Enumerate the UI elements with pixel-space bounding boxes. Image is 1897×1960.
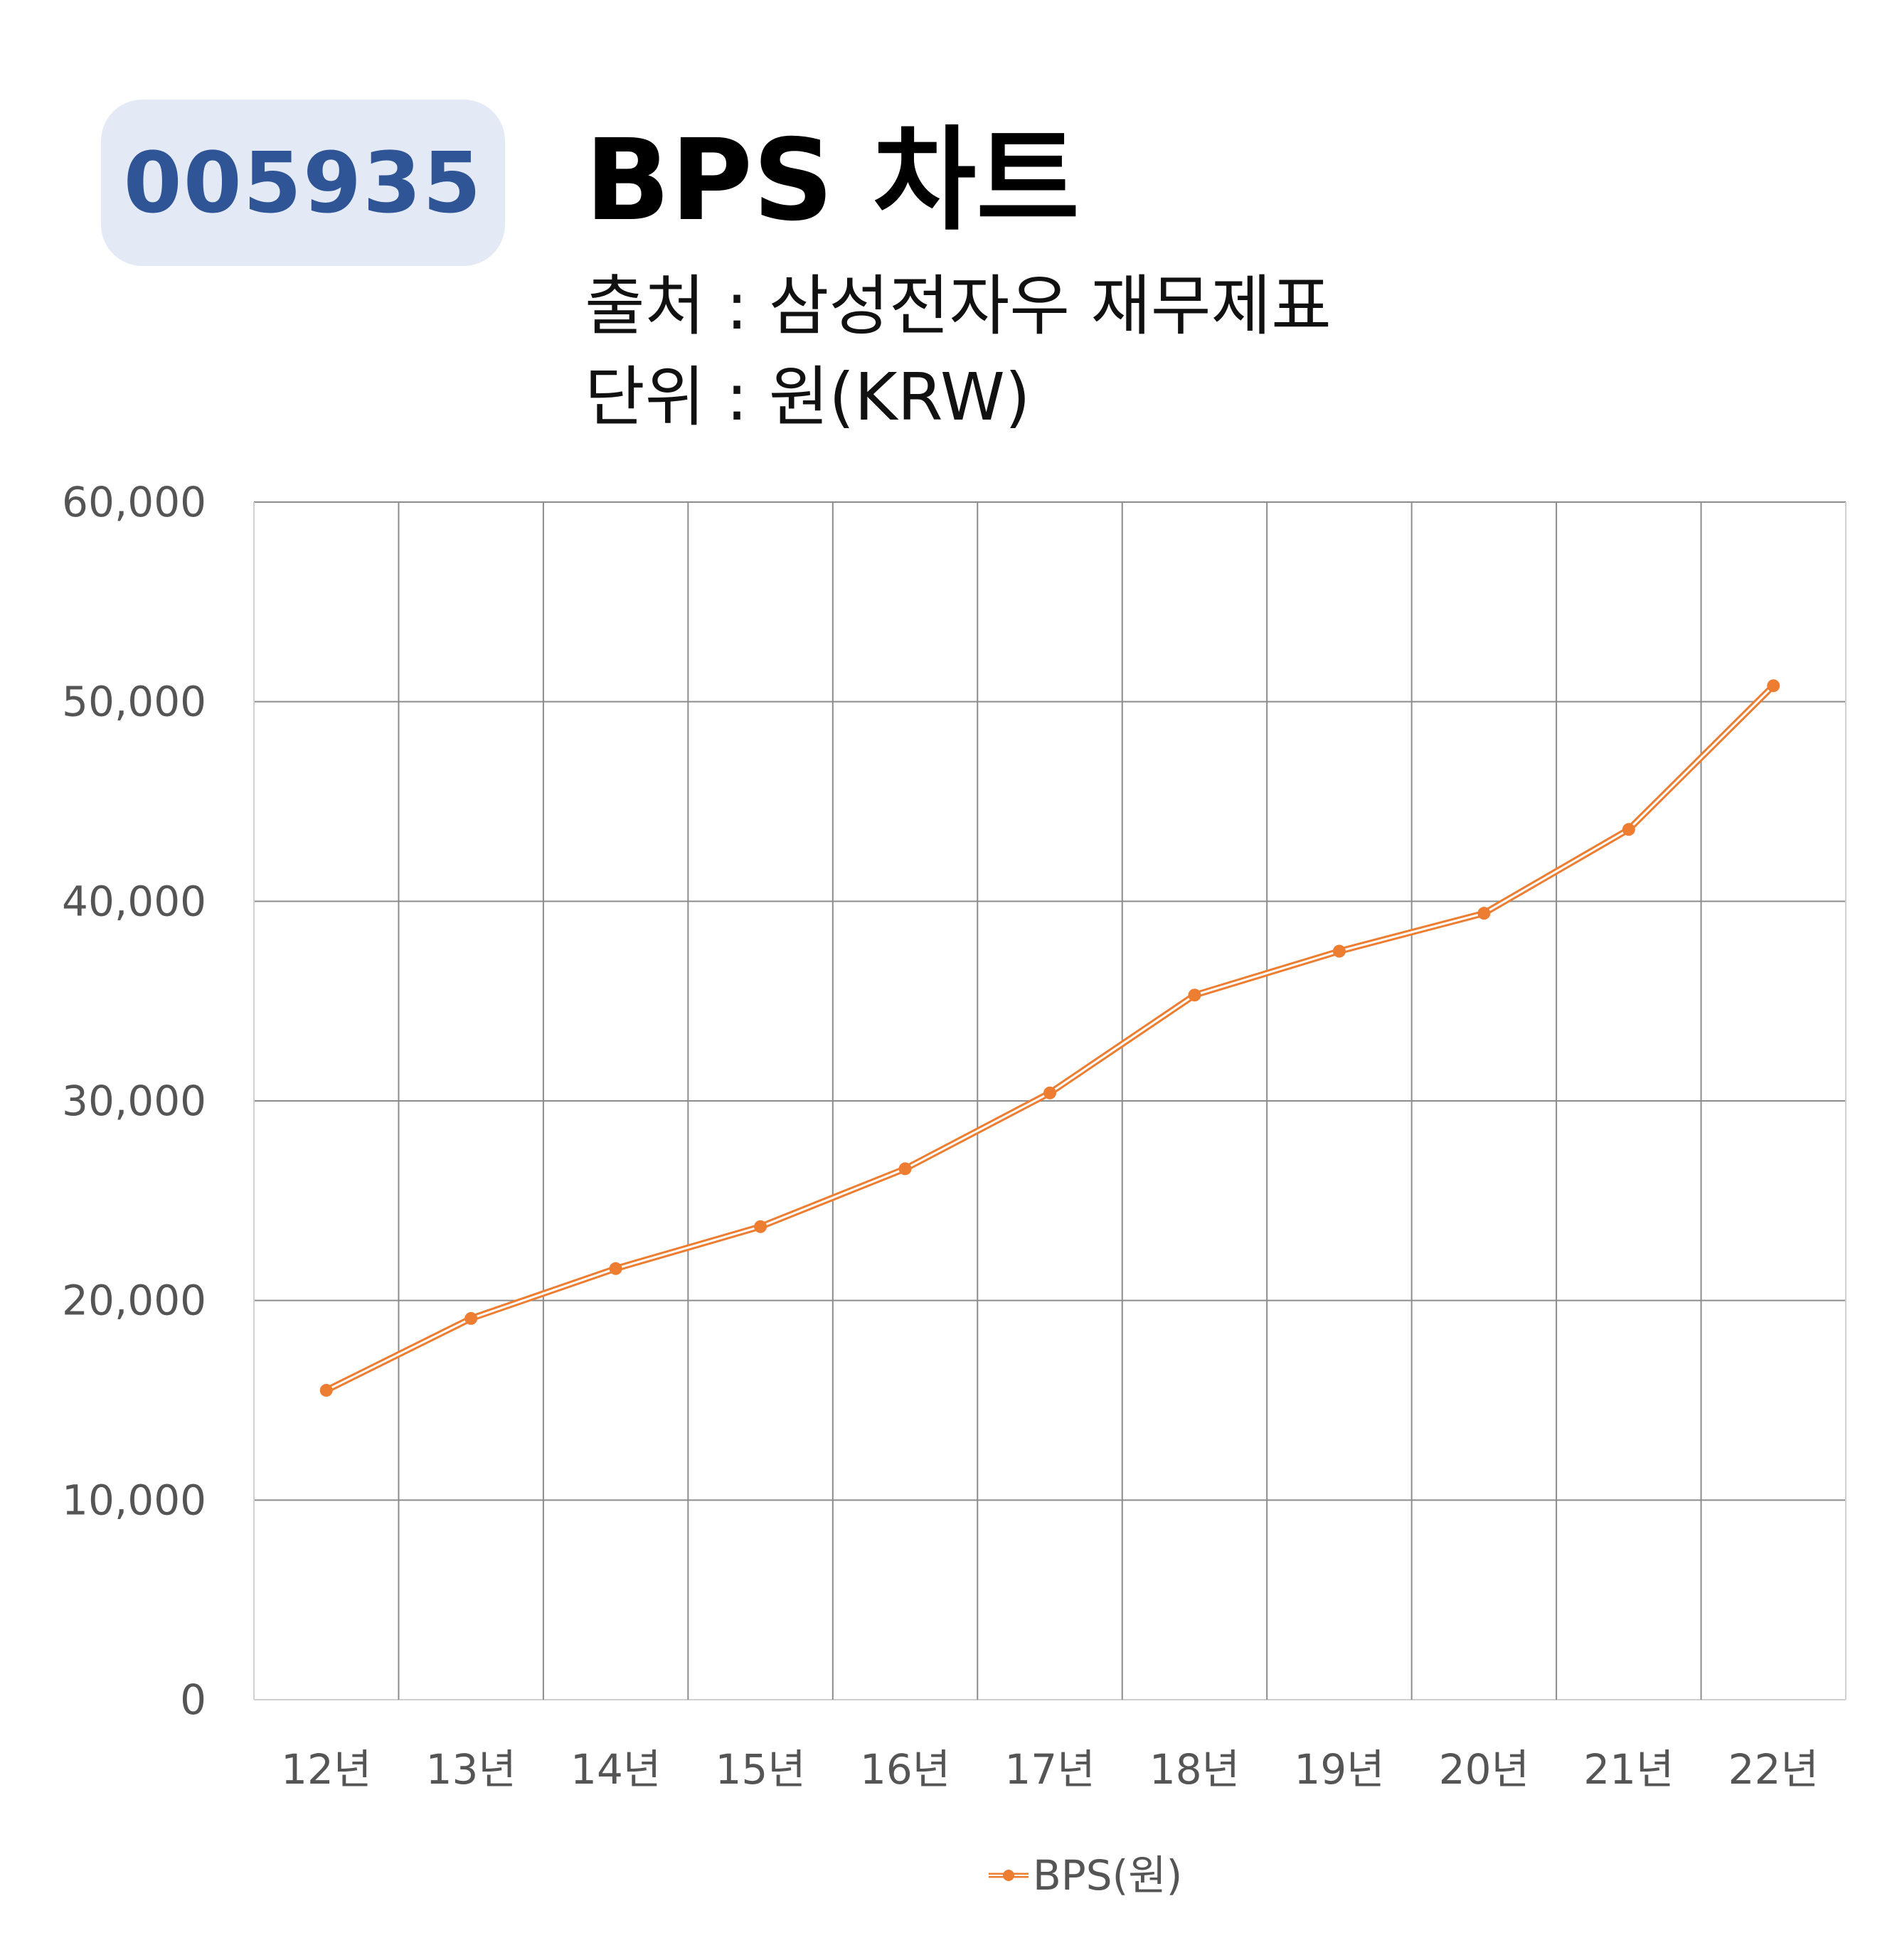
data-point [1477, 907, 1491, 920]
y-tick-label: 0 [180, 1676, 206, 1724]
x-tick-label: 17년 [1004, 1745, 1095, 1794]
data-point [898, 1162, 912, 1176]
data-point [609, 1262, 622, 1275]
y-tick-label: 20,000 [62, 1277, 206, 1325]
legend: BPS(원) [989, 1851, 1182, 1900]
data-point [1622, 823, 1635, 836]
x-tick-label: 13년 [426, 1745, 516, 1794]
x-tick-label: 12년 [281, 1745, 371, 1794]
y-tick-label: 10,000 [62, 1476, 206, 1524]
source-line: 출처 : 삼성전자우 재무제표 [585, 268, 1332, 344]
y-tick-label: 40,000 [62, 877, 206, 925]
x-tick-label: 21년 [1583, 1745, 1674, 1794]
data-point [319, 1383, 333, 1397]
data-point [1188, 989, 1201, 1002]
x-tick-label: 20년 [1439, 1745, 1529, 1794]
x-tick-label: 19년 [1294, 1745, 1384, 1794]
y-tick-label: 60,000 [62, 478, 206, 526]
unit-line: 단위 : 원(KRW) [585, 359, 1031, 435]
legend-swatch-marker [1003, 1870, 1014, 1881]
data-point [754, 1220, 767, 1233]
x-tick-label: 18년 [1149, 1745, 1240, 1794]
data-point [1043, 1086, 1056, 1099]
grid [253, 501, 1846, 1700]
x-tick-label: 14년 [570, 1745, 661, 1794]
data-point [464, 1311, 478, 1325]
x-tick-label: 15년 [716, 1745, 806, 1794]
stock-code: 005935 [123, 134, 483, 232]
x-tick-label: 22년 [1728, 1745, 1819, 1794]
x-axis-ticks: 12년 13년 14년 15년 16년 17년 18년 19년 20년 21년 22년 [281, 1745, 1819, 1794]
stock-code-badge: 005935 [101, 100, 505, 266]
y-axis-ticks: 0 10,000 20,000 30,000 40,000 50,000 60,000 [62, 478, 206, 1724]
data-point [1332, 944, 1346, 958]
chart-title: BPS 차트 [585, 115, 1080, 246]
series-bps [319, 679, 1780, 1397]
legend-label: BPS(원) [1033, 1851, 1182, 1900]
y-tick-label: 30,000 [62, 1077, 206, 1125]
data-point [1767, 679, 1780, 693]
y-tick-label: 50,000 [62, 678, 206, 726]
x-tick-label: 16년 [860, 1745, 950, 1794]
